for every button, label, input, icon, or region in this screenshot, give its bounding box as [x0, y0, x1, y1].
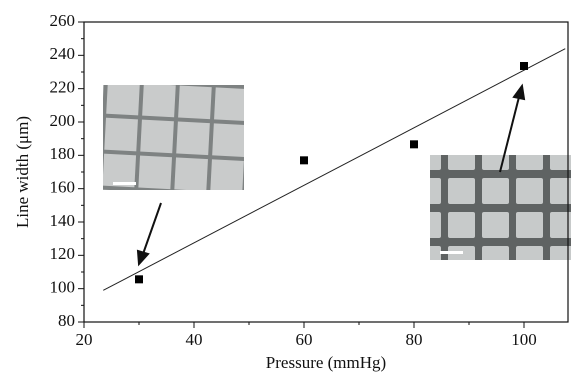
y-axis-label: Line width (μm): [13, 116, 32, 228]
y-tick-label: 80: [58, 311, 75, 330]
y-tick-label: 220: [50, 78, 76, 97]
y-tick-label: 140: [50, 211, 76, 230]
arrow-head: [138, 251, 148, 264]
data-point: [410, 140, 418, 148]
data-point: [300, 156, 308, 164]
y-tick-label: 240: [50, 44, 76, 63]
scale-bar: [440, 251, 463, 254]
chart: Pressure (mmHg) Line width (μm) 80 100 120…: [0, 0, 578, 377]
x-tick-label: 60: [296, 330, 313, 349]
x-tick-label: 100: [511, 330, 537, 349]
y-tick-label: 200: [50, 111, 76, 130]
inset-left: [103, 85, 244, 190]
x-axis-label: Pressure (mmHg): [266, 353, 386, 372]
data-point: [520, 62, 528, 70]
y-tick-label: 180: [50, 144, 76, 163]
arrow: [143, 203, 161, 254]
data-point: [135, 275, 143, 283]
x-tick-label: 40: [186, 330, 203, 349]
y-tick-label: 160: [50, 178, 76, 197]
x-tick-label: 20: [76, 330, 93, 349]
x-tick-label: 80: [406, 330, 423, 349]
y-tick-label: 100: [50, 278, 76, 297]
scale-bar: [113, 182, 136, 185]
arrow-head: [514, 86, 524, 99]
inset-image: [103, 85, 244, 190]
y-tick-label: 120: [50, 244, 76, 263]
y-tick-label: 260: [50, 11, 76, 30]
